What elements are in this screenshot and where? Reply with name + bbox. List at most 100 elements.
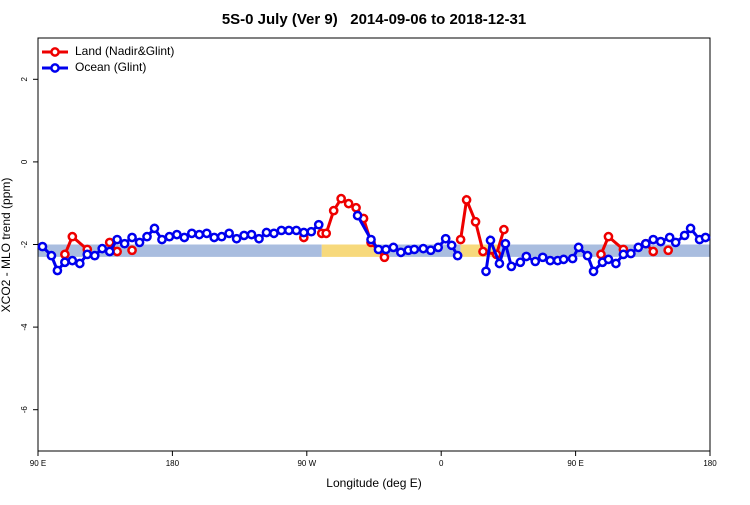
data-point [201,228,212,239]
band [38,244,322,257]
data-point [379,252,390,263]
data-point [663,245,674,256]
x-tick-label: 90 E [567,459,583,468]
data-point [172,229,182,240]
data-point [127,245,137,256]
data-point [97,243,108,254]
data-point [500,238,511,249]
data-point [134,237,145,248]
data-point [52,265,63,276]
data-point [582,250,593,261]
data-point [179,232,190,243]
data-point [366,234,376,245]
data-point [537,252,548,263]
data-point [611,258,621,269]
x-tick-label: 90 W [297,459,316,468]
data-point [112,234,122,245]
data-point [446,240,457,251]
y-tick-label: 0 [20,159,29,164]
legend-marker [50,47,60,57]
y-tick-label: 2 [20,77,29,82]
data-point [521,251,532,262]
data-point [452,250,463,261]
data-point [603,231,614,242]
data-point [306,226,317,237]
data-point [351,202,361,213]
data-point [499,224,509,235]
data-point [425,245,436,256]
data-point [352,210,363,221]
data-point [381,244,391,255]
data-point [670,237,681,248]
data-point [246,229,257,240]
chart-title: 5S-0 July (Ver 9) 2014-09-06 to 2018-12-… [222,11,526,28]
data-point [46,250,57,261]
data-point [328,205,339,216]
data-point [409,244,420,255]
data-point [478,246,488,257]
x-tick-label: 0 [439,459,444,468]
data-point [440,233,451,244]
data-point [254,233,264,244]
data-point [664,232,675,243]
data-point [209,232,220,243]
x-tick-label: 180 [166,459,180,468]
data-point [494,258,505,269]
data-point [685,223,696,234]
data-point [618,249,629,260]
data-point [127,232,137,243]
data-point [224,228,234,239]
y-axis-label: XCO2 - MLO trend (ppm) [0,178,13,313]
data-point [336,193,346,204]
legend-label: Land (Nadir&Glint) [75,44,174,58]
data-point [700,232,711,243]
data-point [239,230,249,241]
data-point [313,219,324,230]
data-point [648,246,659,257]
data-point [104,246,115,257]
data-point [89,250,100,261]
data-point [74,258,85,269]
legend-marker [50,63,60,73]
data-point [655,236,666,247]
data-point [633,242,644,253]
data-point [149,223,160,234]
data-point [60,249,70,260]
data-point [588,266,599,277]
data-point [470,216,481,227]
data-point [67,255,78,266]
data-point [276,225,287,236]
data-point [112,246,122,257]
data-point [216,231,227,242]
y-tick-label: -2 [20,240,29,248]
y-tick-label: -4 [20,323,29,331]
data-point [82,249,93,260]
data-point [231,233,242,244]
data-point [373,244,384,255]
x-axis-label: Longitude (deg E) [326,476,421,490]
data-point [515,257,526,268]
data-point [485,235,496,246]
data-point [261,227,272,238]
data-point [388,242,399,253]
y-tick-label: -6 [20,406,29,414]
data-point [626,248,636,259]
data-point [67,231,78,242]
data-point [596,249,606,260]
x-tick-label: 180 [703,459,717,468]
data-point [284,225,294,236]
data-point [321,228,332,239]
data-point [164,231,175,242]
data-point [418,243,429,254]
data-point [679,230,690,241]
data-point [461,195,472,205]
data-point [558,254,569,265]
data-point [567,253,578,264]
data-point [142,231,152,242]
data-point [603,254,614,265]
data-point [119,238,130,249]
data-point [194,229,205,240]
data-point [573,242,584,253]
data-point [481,266,491,277]
